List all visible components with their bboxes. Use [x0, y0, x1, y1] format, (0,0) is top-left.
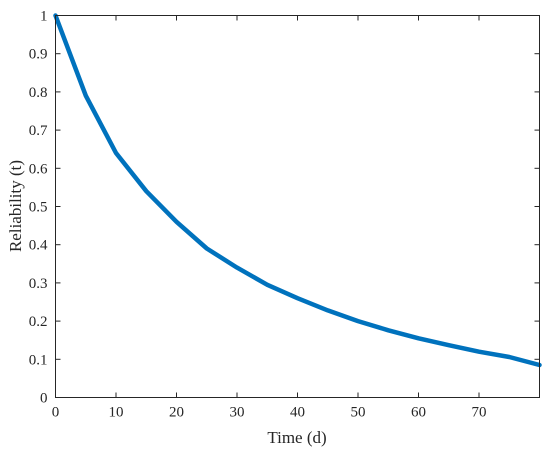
reliability-series-line — [53, 13, 542, 368]
y-tick-label: 1 — [40, 9, 48, 25]
x-tick-label: 70 — [472, 405, 487, 421]
y-tick-label: 0.2 — [29, 314, 48, 330]
y-axis-label: Reliability (t) — [6, 160, 25, 252]
y-tick-label: 0.1 — [29, 352, 48, 368]
y-tick-label: 0.5 — [29, 200, 48, 216]
x-tick-label: 30 — [230, 405, 245, 421]
y-tick-label: 0.9 — [29, 47, 48, 63]
x-tick-label: 10 — [109, 405, 124, 421]
y-tick-label: 0.6 — [29, 161, 48, 177]
x-tick-label: 0 — [52, 405, 60, 421]
plot-frame — [55, 15, 540, 398]
y-tick-label: 0.3 — [29, 276, 48, 292]
y-tick-label: 0.8 — [29, 85, 48, 101]
x-axis-label: Time (d) — [267, 428, 326, 447]
y-tick-label: 0.7 — [29, 123, 48, 139]
x-tick-label: 40 — [290, 405, 305, 421]
y-tick-label: 0.4 — [29, 238, 48, 254]
x-tick-label: 20 — [169, 405, 184, 421]
ticks-layer: 0 10 20 30 40 50 60 70 0 0.1 0.2 0.3 0.4 0.5 0.6 0.7 0.8… — [29, 9, 540, 421]
marks-layer — [53, 13, 542, 368]
x-tick-label: 60 — [411, 405, 426, 421]
x-tick-label: 50 — [351, 405, 366, 421]
y-tick-label: 0 — [40, 391, 48, 407]
